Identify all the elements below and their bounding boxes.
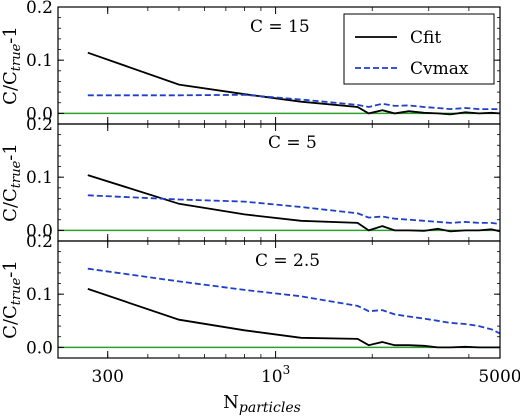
y-axis-label-tail: -1 bbox=[0, 143, 21, 161]
y-tick-label: 0.0 bbox=[26, 104, 53, 124]
y-axis-label: C/Ctrue-1 bbox=[0, 260, 24, 339]
y-axis-label-sub: true bbox=[9, 43, 24, 71]
y-tick-label: 0.2 bbox=[26, 115, 53, 135]
x-tick-label: 103 bbox=[261, 363, 290, 387]
legend-label-cvmax: Cvmax bbox=[410, 59, 469, 79]
y-axis-label-main: C/C bbox=[0, 71, 21, 105]
y-axis-label-tail: -1 bbox=[0, 260, 21, 278]
legend-box bbox=[343, 13, 495, 85]
y-axis-label: C/Ctrue-1 bbox=[0, 26, 24, 105]
y-tick-label: 0.0 bbox=[26, 338, 53, 358]
y-tick-label: 0.2 bbox=[26, 232, 53, 252]
y-axis-label-main: C/C bbox=[0, 305, 21, 339]
y-tick-label: 0.2 bbox=[26, 0, 53, 18]
series-cvmax-line bbox=[87, 267, 501, 335]
legend-label-cfit: Cfit bbox=[410, 28, 441, 48]
y-axis-label-sub: true bbox=[9, 277, 24, 305]
panel-frame bbox=[57, 240, 501, 359]
panel-title: C = 15 bbox=[250, 17, 310, 37]
y-tick-label: 0.1 bbox=[26, 285, 53, 305]
y-tick-label: 0.0 bbox=[26, 221, 53, 241]
series-cfit-line bbox=[87, 288, 500, 349]
series-cvmax-line bbox=[87, 93, 500, 111]
x-tick-label: 5000 bbox=[478, 367, 520, 387]
x-tick-label: 300 bbox=[92, 367, 124, 387]
x-axis-label-main: N bbox=[223, 392, 239, 413]
x-tick-label-base: 5000 bbox=[478, 367, 520, 387]
x-tick-label-exp: 3 bbox=[283, 363, 291, 377]
x-tick-label-base: 10 bbox=[261, 367, 283, 387]
series-cvmax-line bbox=[87, 194, 501, 225]
y-axis-label-tail: -1 bbox=[0, 26, 21, 44]
x-axis-label-sub: particles bbox=[239, 400, 301, 416]
y-axis-label-sub: true bbox=[9, 160, 24, 188]
y-tick-label: 0.1 bbox=[26, 51, 53, 71]
y-tick-label: 0.1 bbox=[26, 168, 53, 188]
x-tick-label-base: 300 bbox=[92, 367, 124, 387]
x-axis-label: Nparticles bbox=[223, 392, 301, 416]
panel-title: C = 5 bbox=[268, 133, 317, 153]
panel-title: C = 2.5 bbox=[255, 251, 320, 271]
y-axis-label: C/Ctrue-1 bbox=[0, 143, 24, 222]
series-cfit-line bbox=[87, 174, 501, 233]
y-axis-label-main: C/C bbox=[0, 188, 21, 222]
